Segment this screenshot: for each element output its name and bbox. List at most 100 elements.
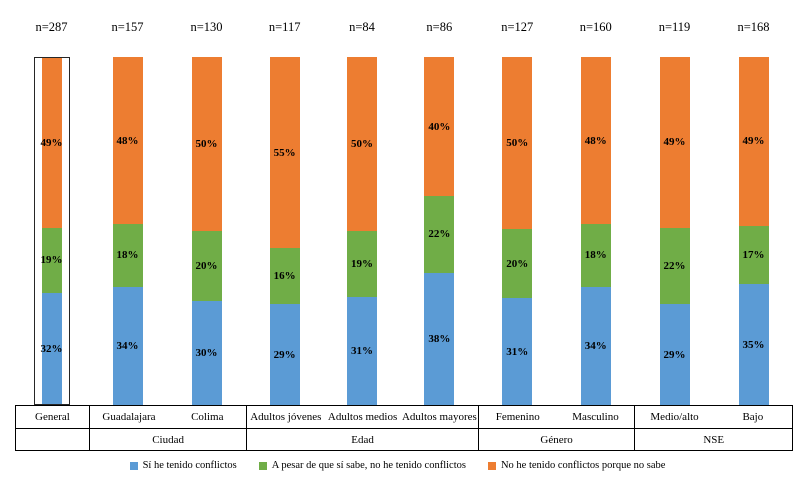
bar-group: 49% 22% 29% 49% 17% 35% [635,57,793,405]
bar-segment: 31% [346,297,377,405]
bar-segment: 29% [269,304,300,405]
legend-item: No he tenido conflictos porque no sabe [487,460,666,471]
category-label: Colima [191,411,224,423]
percent-label: 29% [663,348,686,361]
stacked-bar: 49% 22% 29% [659,57,690,405]
n-label-group: n=117 n=84 n=86 [246,14,478,57]
category-label: Bajo [742,411,764,423]
legend-swatch [487,461,496,470]
legend-label: Sí he tenido conflictos [142,460,237,471]
category-label: Adultos jóvenes [250,411,322,423]
category-label: Femenino [495,411,540,423]
stacked-bar: 50% 20% 31% [502,57,533,405]
bar-segment: 49% [41,58,63,228]
percent-label: 19% [40,254,63,267]
n-label: n=117 [268,20,301,34]
bar-segment: 48% [112,57,143,225]
bar-cell: 55% 16% 29% [246,57,323,405]
stacked-bar: 40% 22% 38% [424,57,455,405]
bar-segment: 40% [424,57,455,197]
category-row: Guadalajara Colima [89,406,247,429]
category-label: Adultos mayores [401,411,477,423]
n-label: n=84 [349,20,375,34]
bar-segment: 55% [269,57,300,249]
legend-item: Sí he tenido conflictos [129,460,237,471]
percent-label: 50% [350,138,373,150]
percent-label: 34% [116,339,139,352]
n-label: n=157 [111,20,144,34]
bar-segment: 48% [580,57,611,225]
bar-cell: 50% 20% 30% [167,57,246,405]
bar-segment: 16% [269,248,300,305]
legend: Sí he tenido conflictos A pesar de que sí… [0,460,795,471]
stacked-bar: 49% 19% 32% [40,58,63,404]
n-label: n=130 [190,20,223,34]
bar-segment: 22% [659,227,690,305]
category-axis-table: General Guadalajara Colima Ciudad Adultos jó… [15,405,793,451]
stacked-bar: 50% 19% 31% [346,57,377,405]
percent-label: 50% [506,137,529,150]
percent-label: 20% [195,259,218,272]
percent-label: 20% [506,257,529,270]
legend-swatch [129,461,138,470]
percent-label: 34% [584,339,607,352]
bar-segment: 34% [112,286,143,405]
percent-label: 50% [195,138,218,150]
bar-cell: 50% 20% 31% [478,57,557,405]
percent-label: 17% [742,249,765,262]
stacked-bar: 48% 18% 34% [112,57,143,405]
bar-cell: 48% 18% 34% [557,57,636,405]
bar-group: 49% 19% 32% [15,57,88,405]
axis-group: General [16,406,89,450]
n-label: n=86 [426,20,453,34]
n-label: n=119 [658,20,691,34]
n-label: n=287 [35,20,68,34]
bar-segment: 30% [191,300,222,405]
legend-label: A pesar de que sí sabe, no he tenido con… [271,460,466,471]
category-row: Femenino Masculino [478,406,635,429]
category-label: Guadalajara [102,411,156,423]
category-row: Adultos jóvenes Adultos medios Adultos may… [247,406,478,429]
percent-label: 22% [428,228,451,241]
category-row: Medio/alto Bajo [635,406,792,429]
legend-label: No he tenido conflictos porque no sabe [500,460,666,471]
bar-segment: 20% [502,229,533,299]
group-label: Ciudad [152,433,184,446]
axis-group: Medio/alto Bajo NSE [634,406,792,450]
percent-label: 49% [663,136,686,149]
percent-label: 31% [350,345,373,358]
bar-segment: 34% [580,286,611,405]
percent-label: 40% [428,120,451,133]
bar-segment: 49% [738,57,769,226]
bar-segment: 22% [424,196,455,273]
bar-segment: 32% [40,293,63,404]
n-label-group: n=127 n=160 [478,14,635,57]
axis-group: Guadalajara Colima Ciudad [88,406,247,450]
bar-segment: 49% [659,57,690,228]
legend-swatch [258,461,267,470]
bar-segment: 31% [502,298,533,405]
bar-segment: 19% [40,227,63,294]
category-row: General [16,406,89,429]
percent-label: 16% [273,270,296,283]
bar-segment: 38% [424,272,455,405]
bar-cell: 49% 17% 35% [714,57,793,405]
percent-label: 18% [116,249,139,262]
stacked-bar: 55% 16% 29% [269,57,300,405]
bar-cell: 48% 18% 34% [88,57,167,405]
percent-label: 19% [350,258,373,271]
percent-label: 49% [742,135,765,148]
percent-label: 32% [40,342,63,355]
category-label: Adultos medios [327,411,398,423]
bar-segment: 19% [346,231,377,298]
group-label: NSE [703,433,725,446]
group-label: Edad [351,433,374,446]
percent-label: 31% [506,345,529,358]
bar-segment: 20% [191,231,222,301]
n-label: n=168 [737,20,770,34]
bar-segment: 50% [191,57,222,231]
bar-cell: 40% 22% 38% [401,57,478,405]
axis-group: Adultos jóvenes Adultos medios Adultos may… [246,406,478,450]
n-label-group: n=119 n=168 [635,14,793,57]
group-label [16,429,89,450]
